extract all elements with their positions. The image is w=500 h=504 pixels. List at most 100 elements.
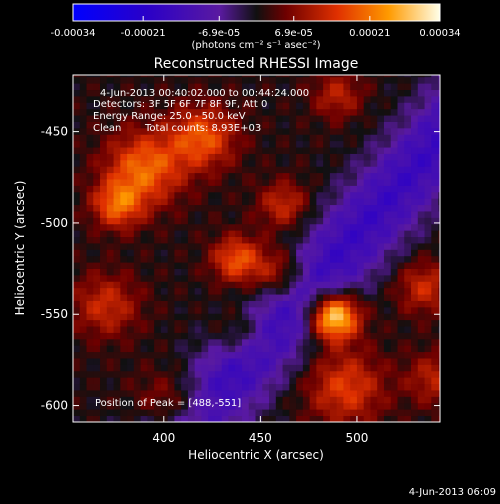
heatmap-cell bbox=[255, 300, 263, 308]
heatmap-cell bbox=[383, 102, 392, 110]
heatmap-cell bbox=[93, 223, 101, 231]
heatmap-cell bbox=[397, 338, 405, 346]
heatmap-cell bbox=[275, 198, 283, 206]
heatmap-cell bbox=[214, 140, 223, 148]
heatmap-cell bbox=[194, 319, 202, 327]
heatmap-cell bbox=[431, 370, 439, 378]
heatmap-cell bbox=[187, 121, 196, 129]
heatmap-cell bbox=[363, 83, 371, 91]
heatmap-cell bbox=[431, 338, 439, 346]
heatmap-cell bbox=[390, 121, 398, 129]
heatmap-cell bbox=[235, 249, 243, 257]
heatmap-cell bbox=[302, 191, 311, 199]
heatmap-cell bbox=[282, 319, 290, 327]
heatmap-cell bbox=[113, 268, 121, 276]
heatmap-cell bbox=[282, 115, 290, 122]
heatmap-cell bbox=[377, 370, 385, 378]
heatmap-cell bbox=[383, 313, 392, 321]
heatmap-cell bbox=[431, 332, 439, 340]
heatmap-cell bbox=[113, 108, 121, 116]
heatmap-cell bbox=[147, 89, 155, 97]
heatmap-cell bbox=[221, 223, 229, 231]
heatmap-cell bbox=[113, 396, 121, 404]
heatmap-cell bbox=[79, 364, 87, 372]
heatmap-cell bbox=[404, 83, 412, 91]
heatmap-cell bbox=[154, 217, 162, 225]
heatmap-cell bbox=[181, 159, 189, 167]
heatmap-cell bbox=[356, 390, 365, 397]
heatmap-cell bbox=[242, 402, 250, 410]
heatmap-cell bbox=[438, 326, 440, 333]
heatmap-cell bbox=[221, 287, 229, 295]
heatmap-cell bbox=[343, 140, 351, 148]
heatmap-cell bbox=[140, 249, 148, 257]
heatmap-cell bbox=[221, 383, 229, 391]
heatmap-cell bbox=[154, 370, 162, 378]
heatmap-cell bbox=[269, 319, 277, 327]
heatmap-cell bbox=[100, 83, 108, 91]
heatmap-cell bbox=[282, 108, 290, 116]
heatmap-cell bbox=[174, 191, 182, 199]
heatmap-cell bbox=[140, 179, 148, 186]
heatmap-cell bbox=[309, 390, 317, 397]
heatmap-cell bbox=[390, 396, 398, 404]
heatmap-cell bbox=[167, 306, 175, 314]
heatmap-cell bbox=[343, 166, 351, 174]
heatmap-cell bbox=[323, 370, 331, 378]
heatmap-cell bbox=[383, 121, 392, 129]
heatmap-cell bbox=[140, 274, 148, 282]
heatmap-cell bbox=[404, 211, 412, 218]
heatmap-cell bbox=[133, 230, 141, 238]
heatmap-cell bbox=[417, 102, 425, 110]
heatmap-cell bbox=[370, 345, 378, 353]
heatmap-cell bbox=[356, 115, 365, 122]
heatmap-cell bbox=[201, 281, 209, 289]
heatmap-cell bbox=[370, 83, 378, 91]
heatmap-cell bbox=[93, 358, 101, 365]
heatmap-cell bbox=[242, 396, 250, 404]
heatmap-cell bbox=[302, 409, 311, 417]
heatmap-cell bbox=[417, 75, 425, 78]
heatmap-cell bbox=[140, 364, 148, 372]
heatmap-cell bbox=[302, 332, 311, 340]
heatmap-cell bbox=[201, 76, 209, 84]
heatmap-cell bbox=[154, 134, 162, 142]
heatmap-cell bbox=[194, 383, 202, 391]
heatmap-cell bbox=[269, 211, 277, 218]
heatmap-cell bbox=[350, 204, 358, 212]
heatmap-cell bbox=[214, 179, 223, 186]
heatmap-cell bbox=[336, 191, 344, 199]
heatmap-cell bbox=[194, 89, 202, 97]
heatmap-cell bbox=[370, 402, 378, 410]
heatmap-cell bbox=[323, 211, 331, 218]
heatmap-cell bbox=[316, 89, 324, 97]
heatmap-cell bbox=[147, 396, 155, 404]
heatmap-cell bbox=[154, 204, 162, 212]
heatmap-cell bbox=[438, 415, 440, 422]
heatmap-cell bbox=[383, 236, 392, 244]
heatmap-cell bbox=[127, 204, 135, 212]
heatmap-cell bbox=[242, 115, 250, 122]
heatmap-cell bbox=[438, 300, 440, 308]
heatmap-cell bbox=[154, 172, 162, 180]
heatmap-cell bbox=[411, 83, 419, 91]
heatmap-cell bbox=[350, 409, 358, 417]
heatmap-cell bbox=[235, 281, 243, 289]
heatmap-cell bbox=[73, 243, 81, 250]
heatmap-cell bbox=[194, 108, 202, 116]
heatmap-cell bbox=[397, 262, 405, 269]
heatmap-cell bbox=[201, 332, 209, 340]
heatmap-cell bbox=[323, 76, 331, 84]
heatmap-cell bbox=[383, 76, 392, 84]
heatmap-cell bbox=[309, 370, 317, 378]
heatmap-cell bbox=[255, 345, 263, 353]
heatmap-cell bbox=[86, 243, 94, 250]
heatmap-cell bbox=[214, 390, 223, 397]
heatmap-cell bbox=[411, 326, 419, 333]
heatmap-cell bbox=[296, 287, 304, 295]
heatmap-cell bbox=[383, 377, 392, 385]
heatmap-cell bbox=[289, 217, 297, 225]
heatmap-cell bbox=[431, 185, 439, 193]
heatmap-cell bbox=[404, 338, 412, 346]
heatmap-cell bbox=[383, 198, 392, 206]
